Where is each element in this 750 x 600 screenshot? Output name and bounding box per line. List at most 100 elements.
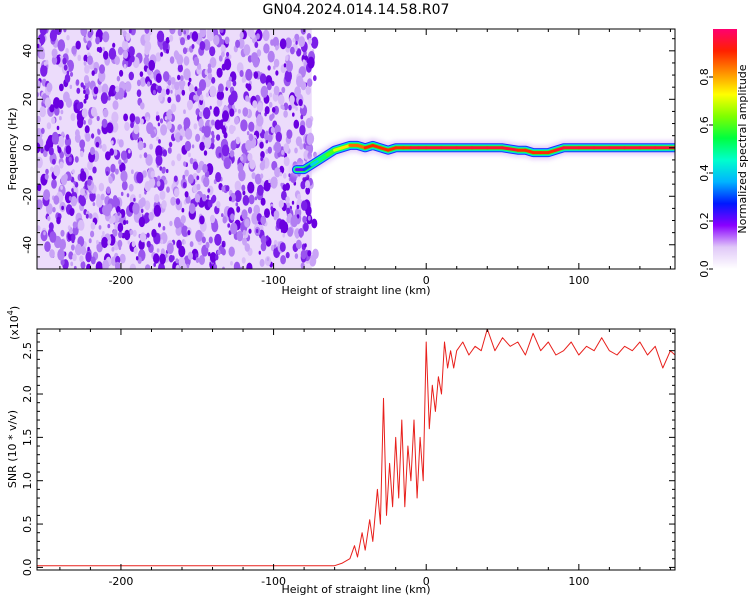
noise-blob [101,118,108,128]
noise-blob [63,64,68,71]
noise-blob [110,215,116,224]
noise-blob [302,215,307,223]
noise-blob [72,253,77,262]
noise-blob [217,249,221,256]
noise-blob [57,39,66,52]
noise-blob [209,252,217,263]
noise-blob [158,139,161,144]
noise-blob [68,65,73,72]
noise-blob [208,252,211,257]
noise-blob [57,248,65,261]
noise-blob [234,190,242,203]
noise-blob [208,236,213,244]
noise-blob [148,211,154,221]
noise-blob [114,56,120,65]
noise-blob [128,71,134,81]
noise-blob [120,191,124,196]
noise-blob [151,228,157,238]
noise-blob [108,90,113,97]
noise-blob [91,133,95,139]
noise-blob [262,29,270,42]
noise-blob [182,174,186,180]
noise-blob [123,50,129,59]
noise-blob [43,189,51,201]
noise-blob [182,29,190,36]
noise-blob [113,195,118,203]
noise-blob [39,34,46,45]
noise-blob [226,51,230,57]
noise-blob [239,70,244,77]
noise-blob [290,215,298,228]
noise-blob [128,149,131,154]
noise-blob [210,137,215,144]
noise-blob [71,233,76,241]
noise-blob [285,196,290,204]
noise-blob [97,84,103,94]
noise-blob [88,213,93,219]
noise-blob [238,169,246,182]
noise-blob [235,136,241,145]
noise-blob [166,121,172,130]
noise-blob [268,101,273,108]
noise-blob [119,162,126,173]
noise-blob [83,98,87,104]
noise-blob [243,44,251,56]
noise-blob [247,206,253,214]
noise-blob [86,263,92,269]
noise-blob [155,154,163,166]
noise-blob [145,154,153,166]
noise-blob [180,37,185,46]
noise-blob [65,134,70,140]
snr-ylabel: SNR (10 * v/v) [6,410,19,488]
noise-blob [187,174,194,184]
noise-blob [214,233,222,246]
noise-blob [289,95,295,104]
noise-blob [216,91,222,100]
noise-blob [188,77,192,83]
noise-blob [85,251,92,263]
noise-blob [163,71,170,82]
noise-blob [156,180,161,187]
noise-blob [244,218,250,228]
noise-blob [156,30,165,43]
noise-blob [101,143,107,152]
noise-blob [239,31,244,39]
noise-blob [263,43,270,54]
noise-blob [149,143,154,150]
noise-blob [280,182,283,187]
noise-blob [100,193,105,201]
noise-blob [310,36,319,49]
noise-blob [102,108,109,118]
noise-blob [305,186,311,195]
noise-blob [43,231,46,236]
noise-blob [228,76,232,82]
noise-blob [37,115,41,123]
noise-blob [228,54,232,59]
noise-blob [166,49,169,54]
noise-blob [262,159,266,165]
noise-blob [290,46,295,55]
noise-blob [117,222,124,233]
noise-blob [304,243,307,248]
noise-blob [107,223,111,229]
noise-blob [102,231,105,236]
noise-blob [294,86,301,98]
noise-blob [226,79,232,89]
noise-blob [169,56,175,64]
noise-blob [148,59,156,71]
noise-blob [87,160,93,171]
noise-blob [166,242,174,255]
snr-panel: -200 -100 0 100 0.0 0.5 1.0 1.5 2.0 2.5 Height of… [6,306,676,596]
noise-blob [210,142,215,150]
noise-blob [285,182,290,191]
noise-blob [51,56,58,65]
noise-blob [207,199,213,208]
noise-blob [296,193,302,201]
noise-blob [107,95,111,101]
noise-blob [81,108,88,118]
noise-blob [191,31,199,42]
noise-blob [128,29,132,34]
noise-blob [48,147,54,156]
noise-blob [222,216,227,224]
noise-blob [161,88,167,98]
